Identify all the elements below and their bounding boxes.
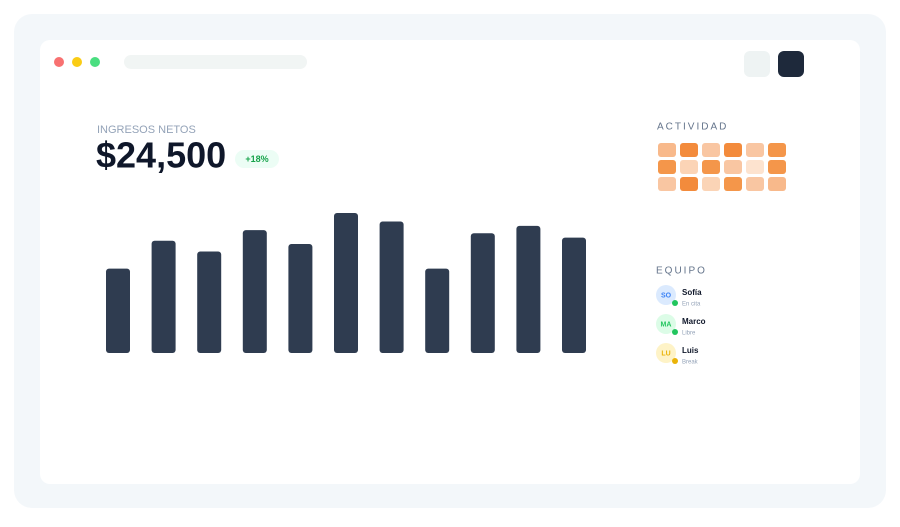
status-dot: [672, 358, 678, 364]
activity-cell: [702, 160, 720, 174]
member-status: Libre: [682, 331, 696, 337]
activity-cell: [702, 143, 720, 157]
status-dot: [672, 329, 678, 335]
activity-cell: [702, 177, 720, 191]
dark-button[interactable]: [778, 51, 804, 77]
light-button[interactable]: [744, 51, 770, 77]
close-dot[interactable]: [54, 57, 64, 67]
activity-cell: [680, 143, 698, 157]
activity-cell: [768, 143, 786, 157]
activity-cell: [724, 177, 742, 191]
activity-cell: [768, 177, 786, 191]
maximize-dot[interactable]: [90, 57, 100, 67]
member-status: Break: [682, 360, 699, 366]
activity-cell: [680, 160, 698, 174]
activity-cell: [768, 160, 786, 174]
avatar-initials: MA: [661, 321, 672, 328]
bar: [106, 268, 130, 353]
member-status: En cita: [682, 302, 701, 308]
bar: [379, 221, 404, 353]
activity-cell: [724, 143, 742, 157]
bar: [288, 243, 313, 353]
team-title: EQUIPO: [656, 266, 707, 277]
avatar: [656, 343, 676, 363]
bar: [516, 225, 541, 353]
member-name: Sofía: [682, 288, 702, 297]
bar: [562, 237, 586, 353]
search-bar[interactable]: [124, 55, 307, 69]
activity-cell: [658, 143, 676, 157]
activity-cell: [658, 177, 676, 191]
minimize-dot[interactable]: [72, 57, 82, 67]
bar: [151, 240, 176, 353]
growth-badge: +18%: [245, 154, 268, 164]
avatar: [656, 314, 676, 334]
activity-cell: [658, 160, 676, 174]
badge-bg: [235, 150, 279, 168]
bar: [197, 251, 222, 353]
member-name: Luis: [682, 346, 699, 355]
bar: [242, 230, 267, 353]
revenue-amount: $24,500: [96, 135, 226, 176]
member-name: Marco: [682, 317, 706, 326]
activity-cell: [724, 160, 742, 174]
bar: [425, 268, 450, 353]
activity-cell: [746, 177, 764, 191]
activity-cell: [746, 143, 764, 157]
avatar: [656, 285, 676, 305]
bar: [470, 233, 495, 353]
bar: [334, 213, 358, 353]
activity-title: ACTIVIDAD: [657, 122, 728, 133]
avatar-initials: LU: [661, 350, 670, 357]
activity-cell: [746, 160, 764, 174]
revenue-label: INGRESOS NETOS: [97, 124, 196, 136]
avatar-initials: SO: [661, 292, 672, 299]
status-dot: [672, 300, 678, 306]
activity-cell: [680, 177, 698, 191]
